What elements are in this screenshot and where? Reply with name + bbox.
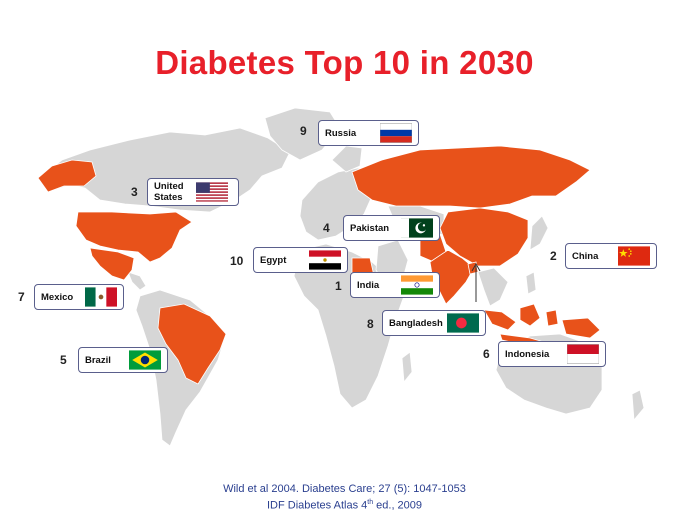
citation-line-2-sup: th (367, 499, 374, 506)
indonesia-highlight (519, 303, 541, 327)
label-egypt: Egypt (253, 247, 348, 273)
egypt-flag (309, 250, 341, 270)
label-brazil: Brazil (78, 347, 168, 373)
usa-flag (196, 182, 228, 202)
usa-highlight (75, 211, 193, 263)
label-united-states: United States (147, 178, 239, 206)
bangladesh-pointer-head (471, 262, 481, 272)
central-america-region (127, 271, 147, 291)
country-name: Brazil (85, 354, 111, 366)
russia-highlight (351, 145, 591, 209)
country-name: Egypt (260, 254, 287, 266)
country-name: Bangladesh (389, 317, 443, 329)
bangladesh-flag (447, 313, 479, 333)
rank-mexico: 7 (18, 290, 25, 304)
rank-china: 2 (550, 249, 557, 263)
madagascar-region (401, 351, 413, 384)
citation: Wild et al 2004. Diabetes Care; 27 (5): … (0, 483, 689, 513)
country-name: China (572, 250, 599, 262)
label-china: China (565, 243, 657, 269)
russia-flag (380, 123, 412, 143)
china-highlight (439, 207, 529, 267)
country-name: Mexico (41, 291, 74, 303)
rank-pakistan: 4 (323, 221, 330, 235)
rank-bangladesh: 8 (367, 317, 374, 331)
citation-line-2-prefix: IDF Diabetes Atlas 4 (266, 499, 368, 512)
japan-region (529, 215, 549, 251)
philippines-region (525, 271, 537, 295)
rank-india: 1 (335, 279, 342, 293)
page-title: Diabetes Top 10 in 2030 (155, 44, 534, 81)
indonesia-flag (567, 344, 599, 364)
brazil-highlight (157, 303, 227, 385)
country-name: United States (154, 181, 184, 203)
citation-line-2-suffix: ed., 2009 (373, 499, 423, 512)
china-flag (618, 246, 650, 266)
country-name: Indonesia (505, 348, 550, 360)
brazil-flag (129, 350, 161, 370)
country-name: Russia (325, 127, 357, 139)
citation-line-1: Wild et al 2004. Diabetes Care; 27 (5): … (223, 483, 466, 495)
alaska-highlight (37, 159, 97, 193)
mexico-highlight (89, 247, 135, 281)
citation-line-2: IDF Diabetes Atlas 4th ed., 2009 (0, 496, 689, 513)
india-flag (401, 275, 433, 295)
rank-egypt: 10 (230, 254, 244, 268)
mexico-flag (85, 287, 117, 307)
label-pakistan: Pakistan (343, 215, 440, 241)
country-name: India (357, 279, 380, 291)
label-india: India (350, 272, 440, 298)
rank-indonesia: 6 (483, 347, 490, 361)
scandinavia-region (331, 145, 363, 173)
southeast-asia-region (477, 267, 509, 307)
label-mexico: Mexico (34, 284, 124, 310)
new-zealand-region (631, 389, 645, 422)
pakistan-flag (401, 218, 433, 238)
country-name: Pakistan (350, 222, 390, 234)
indonesia-highlight (483, 309, 517, 331)
label-indonesia: Indonesia (498, 341, 606, 367)
label-russia: Russia (318, 120, 419, 146)
indonesia-highlight (545, 309, 559, 327)
label-bangladesh: Bangladesh (382, 310, 486, 336)
rank-russia: 9 (300, 124, 307, 138)
rank-united-states: 3 (131, 185, 138, 199)
rank-brazil: 5 (60, 353, 67, 367)
indonesia-highlight (561, 317, 601, 339)
